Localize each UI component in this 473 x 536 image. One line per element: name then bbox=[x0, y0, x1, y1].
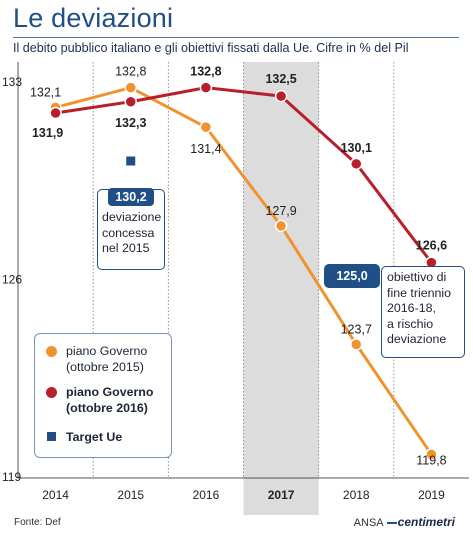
brand-logo: ANSA centimetri bbox=[353, 515, 455, 529]
data-point bbox=[124, 95, 137, 108]
legend-label: Target Ue bbox=[66, 430, 123, 444]
x-tick-label: 2016 bbox=[193, 488, 220, 502]
x-tick-label: 2015 bbox=[117, 488, 144, 502]
legend-item-governo-2016: piano Governo (ottobre 2016) bbox=[46, 384, 153, 416]
data-point bbox=[350, 157, 363, 171]
x-tick-label: 2017 bbox=[268, 488, 295, 502]
data-label: 119,8 bbox=[416, 453, 446, 467]
data-label: 132,8 bbox=[190, 65, 221, 79]
callout-deviazione-text: deviazione concessa nel 2015 bbox=[102, 210, 162, 255]
legend-dot-orange-icon bbox=[46, 346, 57, 357]
data-point bbox=[425, 448, 438, 461]
series-line bbox=[55, 86, 433, 264]
legend-square-blue-icon bbox=[47, 432, 56, 441]
data-point bbox=[274, 219, 288, 233]
target-ue-marker bbox=[126, 156, 136, 166]
data-label: 132,8 bbox=[115, 65, 146, 79]
data-label: 131,4 bbox=[190, 142, 221, 156]
callout-obiettivo-text: obiettivo di fine triennio 2016-18, a ri… bbox=[387, 270, 452, 346]
legend-dot-red-icon bbox=[46, 387, 57, 398]
data-point bbox=[199, 120, 213, 134]
chart-legend: piano Governo (ottobre 2015) piano Govern… bbox=[34, 333, 172, 458]
y-tick-label: 119 bbox=[2, 470, 21, 484]
source-note: Fonte: Def bbox=[14, 517, 61, 528]
data-label: 132,5 bbox=[265, 72, 296, 86]
highlight-band-2017 bbox=[243, 62, 319, 515]
legend-label: piano Governo (ottobre 2016) bbox=[66, 385, 154, 415]
data-label: 132,3 bbox=[115, 116, 146, 130]
x-tick-label: 2019 bbox=[418, 488, 445, 502]
callout-obiettivo bbox=[381, 266, 465, 358]
data-label: 130,1 bbox=[341, 141, 372, 155]
legend-item-governo-2015: piano Governo (ottobre 2015) bbox=[46, 343, 147, 375]
data-point bbox=[49, 106, 62, 120]
data-label: 123,7 bbox=[341, 322, 372, 336]
x-tick-label: 2014 bbox=[42, 488, 69, 502]
legend-item-target-ue: Target Ue bbox=[46, 429, 122, 445]
data-point bbox=[124, 81, 137, 94]
title-divider bbox=[13, 37, 459, 38]
callout-value-badge: 130,2 bbox=[108, 188, 154, 206]
data-point bbox=[199, 81, 213, 94]
legend-label: piano Governo (ottobre 2015) bbox=[66, 344, 148, 374]
y-tick-label: 126 bbox=[2, 273, 22, 287]
data-label: 131,9 bbox=[32, 126, 63, 140]
data-point bbox=[350, 338, 363, 351]
x-tick-label: 2018 bbox=[343, 488, 370, 502]
chart-title: Le deviazioni bbox=[13, 3, 174, 33]
data-label: 132,1 bbox=[30, 85, 61, 99]
data-point bbox=[274, 89, 288, 103]
data-label: 126,6 bbox=[416, 239, 447, 253]
callout-value-badge: 125,0 bbox=[324, 264, 380, 288]
chart-subtitle: Il debito pubblico italiano e gli obiett… bbox=[13, 41, 409, 55]
data-label: 127,9 bbox=[265, 204, 296, 218]
y-tick-label: 133 bbox=[2, 75, 22, 89]
series-line bbox=[55, 86, 433, 456]
